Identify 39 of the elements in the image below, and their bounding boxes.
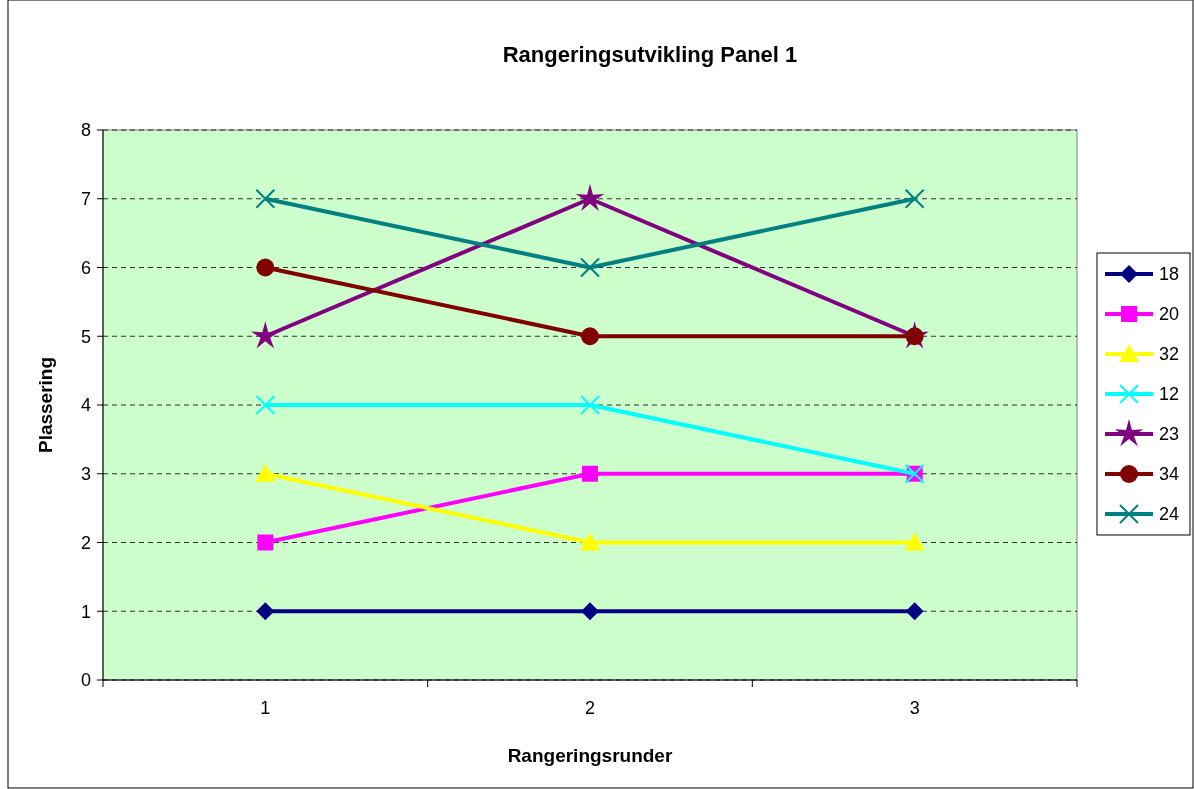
point <box>904 188 925 209</box>
x-tick-label: 2 <box>584 698 596 718</box>
y-tick-label: 8 <box>80 120 91 141</box>
y-tick-label: 3 <box>80 464 91 485</box>
y-tick-label: 5 <box>80 326 91 347</box>
point <box>581 327 599 346</box>
legend-label: 20 <box>1159 304 1180 325</box>
point <box>905 602 924 621</box>
point <box>255 463 276 482</box>
point <box>256 602 275 621</box>
legend-label: 18 <box>1159 264 1180 285</box>
chart-title: Rangeringsutvikling Panel 1 <box>502 42 798 67</box>
point <box>256 258 275 277</box>
x-tick-label: 1 <box>260 698 271 718</box>
y-tick-label: 1 <box>80 601 91 622</box>
point <box>582 465 598 482</box>
point <box>580 257 600 278</box>
point <box>581 602 599 621</box>
x-tick-label: 3 <box>909 698 920 718</box>
legend-label: 23 <box>1159 424 1180 445</box>
point <box>575 183 605 211</box>
legend-label: 24 <box>1159 504 1180 525</box>
y-tick-label: 0 <box>80 670 91 691</box>
y-tick-label: 4 <box>80 395 91 416</box>
point <box>580 532 600 551</box>
x-axis-title: Rangeringsrunder <box>507 745 673 766</box>
point <box>257 534 274 551</box>
y-tick-label: 7 <box>80 189 91 210</box>
legend-label: 34 <box>1159 464 1180 485</box>
point <box>580 395 600 415</box>
y-tick-label: 2 <box>80 532 91 553</box>
y-axis-title: Plassering <box>35 356 56 454</box>
point <box>251 321 280 349</box>
legend-label: 32 <box>1159 344 1180 365</box>
point <box>255 188 276 209</box>
point <box>255 395 276 415</box>
y-tick-label: 6 <box>80 257 91 278</box>
point <box>904 532 925 551</box>
legend-label: 12 <box>1159 384 1180 405</box>
